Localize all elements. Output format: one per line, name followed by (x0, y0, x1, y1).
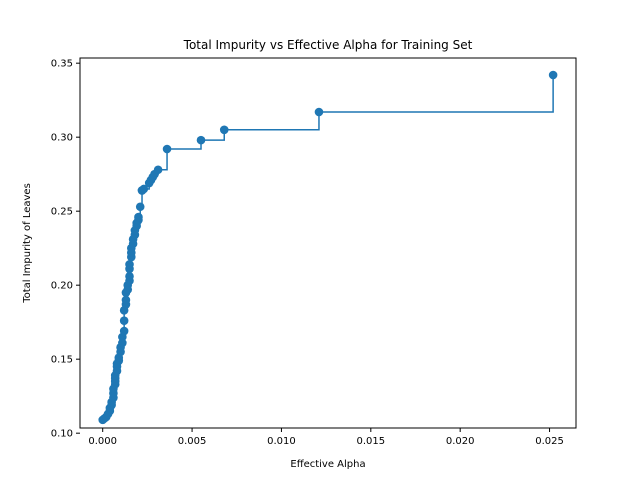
data-point (125, 260, 134, 269)
data-point (219, 125, 229, 135)
data-point (548, 70, 558, 80)
data-point (119, 326, 129, 336)
y-axis-ticks: 0.10 0.15 0.20 0.25 0.30 0.35 (51, 59, 80, 440)
y-tick-label: 0.30 (51, 133, 73, 144)
data-point (139, 184, 149, 194)
data-point (314, 107, 324, 117)
plot-area (98, 70, 558, 425)
data-point (153, 165, 163, 175)
y-axis-label: Total Impurity of Leaves (22, 183, 33, 304)
y-tick-label: 0.25 (51, 207, 73, 218)
x-tick-label: 0.005 (178, 436, 207, 447)
chart-title: Total Impurity vs Effective Alpha for Tr… (183, 38, 473, 52)
marker-layer (98, 70, 558, 425)
data-point (134, 212, 143, 222)
data-point (196, 135, 206, 145)
x-tick-label: 0.015 (356, 436, 385, 447)
x-axis-ticks: 0.000 0.005 0.010 0.015 0.020 0.025 (88, 428, 564, 447)
x-tick-label: 0.000 (88, 436, 117, 447)
data-point (121, 295, 131, 305)
data-point (119, 316, 129, 326)
x-tick-label: 0.025 (535, 436, 564, 447)
y-tick-label: 0.20 (51, 281, 73, 292)
y-tick-label: 0.15 (51, 355, 73, 366)
y-tick-label: 0.35 (51, 59, 73, 70)
axes-frame (79, 57, 577, 429)
x-tick-label: 0.020 (446, 436, 475, 447)
data-point (162, 144, 172, 154)
y-tick-label: 0.10 (51, 429, 73, 440)
data-point (118, 338, 127, 348)
x-axis-label: Effective Alpha (290, 459, 365, 470)
x-tick-label: 0.010 (267, 436, 296, 447)
data-point (125, 272, 134, 281)
data-point (135, 202, 145, 212)
